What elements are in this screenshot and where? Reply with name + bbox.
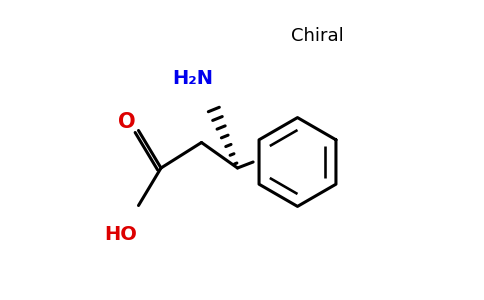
- Text: Chiral: Chiral: [290, 27, 343, 45]
- Text: O: O: [118, 112, 136, 131]
- Text: HO: HO: [104, 224, 137, 244]
- Text: H₂N: H₂N: [172, 68, 213, 88]
